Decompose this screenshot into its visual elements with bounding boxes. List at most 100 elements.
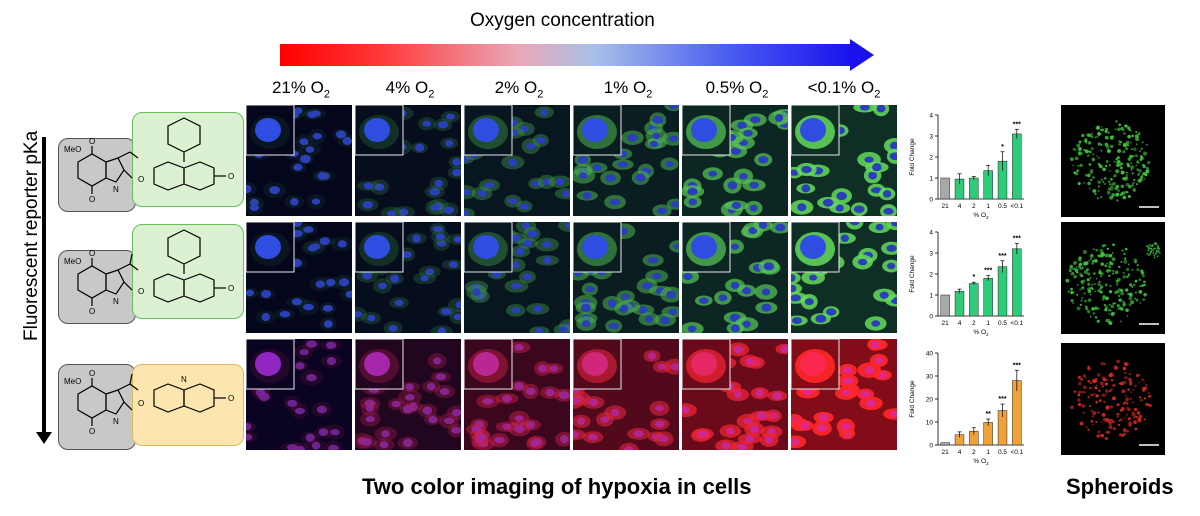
y-tick-label: 4 bbox=[929, 113, 933, 120]
column-label-1: 1% O2 bbox=[603, 78, 653, 101]
bar bbox=[940, 442, 950, 446]
main-caption: Two color imaging of hypoxia in cells bbox=[362, 474, 752, 499]
microscopy-tile bbox=[573, 105, 679, 216]
significance-mark: *** bbox=[1013, 236, 1021, 243]
x-tick-label: 4 bbox=[958, 203, 962, 210]
svg-text:O: O bbox=[89, 307, 95, 316]
y-tick-label: 3 bbox=[929, 251, 933, 258]
significance-mark: *** bbox=[1013, 362, 1021, 369]
y-axis-label: Fold Change bbox=[909, 138, 916, 176]
y-tick-label: 40 bbox=[926, 351, 934, 358]
svg-text:O: O bbox=[89, 369, 95, 378]
microscopy-tile bbox=[355, 222, 461, 333]
x-tick-label: 0.5 bbox=[998, 320, 1007, 327]
microscopy-tile bbox=[355, 105, 461, 216]
microscopy-tile bbox=[682, 222, 788, 333]
x-tick-label: 0.5 bbox=[998, 203, 1007, 210]
structure-drawing: MeO O O N O O bbox=[64, 229, 234, 316]
y-tick-label: 30 bbox=[926, 374, 934, 381]
bar bbox=[940, 177, 950, 200]
x-tick-label: 0.5 bbox=[998, 449, 1007, 456]
svg-text:O: O bbox=[89, 195, 95, 204]
y-tick-label: 4 bbox=[929, 230, 933, 237]
microscopy-grid bbox=[246, 105, 898, 457]
x-tick-label: 2 bbox=[972, 320, 976, 327]
svg-text:O: O bbox=[89, 427, 95, 436]
x-tick-label: 21 bbox=[942, 449, 950, 456]
svg-text:N: N bbox=[113, 297, 119, 306]
microscopy-tile bbox=[464, 222, 570, 333]
x-tick-label: 4 bbox=[958, 449, 962, 456]
significance-mark: * bbox=[1001, 144, 1004, 151]
x-tick-label: 2 bbox=[972, 449, 976, 456]
x-axis-label: % O2 bbox=[973, 212, 989, 220]
x-tick-label: <0.1 bbox=[1010, 203, 1023, 210]
microscopy-tile bbox=[355, 339, 461, 450]
x-tick-label: 1 bbox=[986, 449, 990, 456]
microscopy-tile bbox=[573, 222, 679, 333]
y-axis-label: Fold Change bbox=[909, 255, 916, 293]
fluorophore-box bbox=[132, 224, 244, 319]
quinone-box bbox=[58, 138, 136, 212]
microscopy-tile bbox=[464, 339, 570, 450]
column-label-4: 4% O2 bbox=[385, 78, 435, 101]
structure-drawing: MeO O O N O O bbox=[64, 117, 234, 204]
fold-change-chart-2: 0 1 2 3 4 Fold Change 21 4 * 2 *** 1 *** 0.5 *** <0.1 % … bbox=[909, 230, 1024, 337]
oxygen-gradient-bar bbox=[280, 44, 852, 66]
x-tick-label: 1 bbox=[986, 320, 990, 327]
x-tick-label: 21 bbox=[942, 203, 950, 210]
svg-text:MeO: MeO bbox=[64, 257, 81, 266]
svg-text:O: O bbox=[89, 137, 95, 146]
microscopy-tile bbox=[573, 339, 679, 450]
microscopy-tile bbox=[791, 339, 897, 450]
x-tick-label: 2 bbox=[972, 203, 976, 210]
microscopy-tile bbox=[246, 339, 352, 450]
bar bbox=[954, 290, 965, 317]
oxygen-gradient-arrowhead bbox=[850, 39, 874, 71]
microscopy-tile bbox=[246, 105, 352, 216]
y-tick-label: 10 bbox=[926, 420, 934, 427]
fluorophore-box bbox=[132, 112, 244, 207]
svg-text:N: N bbox=[113, 185, 119, 194]
bar bbox=[969, 283, 979, 317]
y-tick-label: 2 bbox=[929, 155, 933, 162]
significance-mark: *** bbox=[1013, 121, 1021, 128]
svg-text:O: O bbox=[228, 284, 234, 293]
y-tick-label: 1 bbox=[929, 293, 933, 300]
svg-text:N: N bbox=[113, 417, 119, 426]
x-tick-label: 21 bbox=[942, 320, 950, 327]
spheroid-image-1 bbox=[1061, 105, 1165, 217]
column-label-21: 21% O2 bbox=[271, 78, 331, 101]
significance-mark: *** bbox=[998, 396, 1006, 403]
svg-text:O: O bbox=[89, 249, 95, 258]
x-axis-label: % O2 bbox=[973, 458, 989, 466]
significance-mark: ** bbox=[985, 411, 991, 418]
column-label-0-5: 0.5% O2 bbox=[705, 78, 769, 101]
x-tick-label: 1 bbox=[986, 203, 990, 210]
bar bbox=[1012, 248, 1022, 317]
structure-row-3: MeO O O N O N O bbox=[58, 350, 246, 450]
svg-text:N: N bbox=[181, 375, 187, 384]
y-tick-label: 20 bbox=[926, 397, 934, 404]
structure-drawing: MeO O O N O N O bbox=[64, 369, 234, 436]
significance-mark: *** bbox=[998, 253, 1006, 260]
x-axis-label: % O2 bbox=[973, 329, 989, 337]
y-axis-label: Fold Change bbox=[909, 380, 916, 418]
x-tick-label: <0.1 bbox=[1010, 320, 1023, 327]
microscopy-tile bbox=[791, 222, 897, 333]
reporter-pka-arrowhead bbox=[36, 432, 52, 444]
y-tick-label: 1 bbox=[929, 176, 933, 183]
y-tick-label: 0 bbox=[929, 314, 933, 321]
fluorophore-box bbox=[132, 364, 244, 446]
x-tick-label: 4 bbox=[958, 320, 962, 327]
bar bbox=[997, 266, 1008, 317]
bar bbox=[1012, 133, 1022, 200]
oxygen-gradient-title: Oxygen concentration bbox=[470, 10, 655, 31]
svg-text:MeO: MeO bbox=[64, 377, 81, 386]
svg-text:O: O bbox=[138, 399, 144, 408]
significance-mark: * bbox=[972, 274, 975, 281]
spheroid-image-3 bbox=[1061, 343, 1165, 455]
bar bbox=[969, 177, 979, 200]
y-tick-label: 2 bbox=[929, 272, 933, 279]
